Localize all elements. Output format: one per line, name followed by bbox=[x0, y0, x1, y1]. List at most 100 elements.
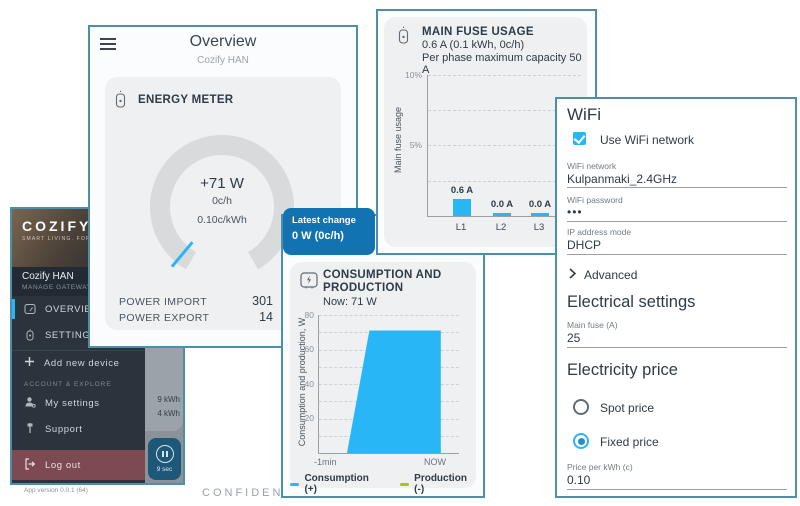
x-axis-end-label: NOW bbox=[424, 457, 446, 467]
field-underline bbox=[567, 347, 787, 348]
spot-price-radio[interactable] bbox=[573, 399, 589, 415]
latest-change-badge: Latest change 0 W (0c/h) bbox=[283, 208, 375, 255]
bar-value-label: 0.0 A bbox=[528, 199, 552, 210]
y-tick: 5% bbox=[409, 140, 422, 150]
y-tick: 20 bbox=[304, 413, 314, 423]
badge-title: Latest change bbox=[292, 215, 356, 226]
main-fuse-card: MAIN FUSE USAGE 0.6 A (0.1 kWh, 0c/h) Pe… bbox=[384, 17, 587, 247]
power-import-value: 301 bbox=[252, 294, 273, 308]
x-axis-start-label: -1min bbox=[314, 457, 337, 467]
sidebar-item-settings[interactable]: SETTINGS bbox=[12, 322, 145, 348]
field-underline bbox=[567, 187, 787, 188]
dimmed-kwh-row: 9 kWh bbox=[157, 395, 180, 404]
dimmed-kwh-row: 4 kWh bbox=[157, 409, 180, 418]
sidebar-item-label: Log out bbox=[45, 459, 81, 471]
legend-label: Production (-) bbox=[414, 473, 467, 495]
category-label: L2 bbox=[495, 222, 507, 233]
page-subtitle: Cozify HAN bbox=[197, 55, 249, 66]
pause-icon bbox=[155, 445, 174, 463]
sidebar-item-logout[interactable]: Log out bbox=[12, 450, 145, 480]
bar-value-label: 0.6 A bbox=[450, 185, 474, 197]
support-icon bbox=[24, 422, 36, 437]
wifi-password-field[interactable]: ••• bbox=[567, 205, 583, 219]
sidebar-item-label: OVERVIEW bbox=[45, 303, 101, 315]
wifi-network-field[interactable]: Kulpanmaki_2.4GHz bbox=[567, 172, 678, 186]
bar-L1 bbox=[453, 199, 471, 216]
gauge-readout: +71 W 0c/h 0.10c/kWh bbox=[157, 175, 287, 226]
person-icon bbox=[24, 396, 36, 411]
use-wifi-label: Use WiFi network bbox=[600, 133, 695, 147]
field-underline bbox=[567, 221, 787, 222]
sidebar-item-label: My settings bbox=[45, 397, 100, 409]
wifi-title: WiFi bbox=[567, 105, 601, 124]
card-title: ENERGY METER bbox=[138, 94, 234, 106]
category-label: L1 bbox=[455, 222, 467, 233]
ip-mode-field[interactable]: DHCP bbox=[567, 238, 602, 252]
y-tick: 60 bbox=[304, 344, 314, 354]
production-swatch bbox=[399, 482, 410, 486]
active-accent-bar bbox=[12, 299, 15, 319]
wifi-settings-panel: WiFi Use WiFi network WiFi network Kulpa… bbox=[555, 97, 797, 498]
main-fuse-field-label: Main fuse (A) bbox=[567, 320, 618, 330]
advanced-label: Advanced bbox=[584, 268, 638, 282]
chart-now-value: Now: 71 W bbox=[323, 296, 377, 308]
sidebar-item-support[interactable]: Support bbox=[12, 416, 145, 442]
price-per-kwh-field[interactable]: 0.10 bbox=[567, 473, 591, 487]
ip-mode-label: IP address mode bbox=[567, 227, 632, 237]
consumption-swatch bbox=[290, 482, 300, 486]
logo-title: COZIFY bbox=[22, 218, 92, 234]
sidebar-item-overview[interactable]: OVERVIEW bbox=[12, 296, 145, 322]
field-underline bbox=[567, 254, 787, 255]
power-export-value: 14 bbox=[259, 310, 273, 324]
lightning-icon bbox=[300, 272, 318, 290]
sidebar-item-label: Add new device bbox=[44, 357, 120, 369]
hamburger-menu-icon[interactable] bbox=[100, 38, 116, 53]
gauge-power-value: +71 W bbox=[200, 175, 244, 192]
bar-L3 bbox=[531, 213, 549, 216]
sidebar-item-add-device[interactable]: Add new device bbox=[12, 353, 145, 373]
consumption-production-panel: CONSUMPTION AND PRODUCTION Now: 71 W Con… bbox=[281, 214, 485, 498]
legend-production: Production (-) bbox=[399, 473, 476, 495]
price-per-kwh-label: Price per kWh (c) bbox=[567, 462, 633, 472]
pause-countdown: 9 sec bbox=[156, 466, 173, 473]
fuse-current-value: 0.6 A (0.1 kWh, 0c/h) bbox=[422, 39, 525, 51]
fuse-meter-icon bbox=[396, 26, 411, 46]
y-tick: 80 bbox=[304, 310, 314, 320]
gauge-price-value: 0.10c/kWh bbox=[197, 214, 247, 226]
fixed-price-label: Fixed price bbox=[600, 435, 659, 449]
plus-icon bbox=[24, 356, 35, 370]
consumption-card: CONSUMPTION AND PRODUCTION Now: 71 W Con… bbox=[290, 262, 476, 495]
fuse-capacity-note: Per phase maximum capacity 50 A bbox=[422, 52, 582, 76]
gateway-subtitle: MANAGE GATEWAY bbox=[22, 284, 92, 291]
wifi-network-label: WiFi network bbox=[567, 161, 617, 171]
pause-button[interactable]: 9 sec bbox=[148, 438, 181, 480]
legend-label: Consumption (+) bbox=[304, 473, 369, 495]
menu-divider bbox=[12, 350, 145, 351]
wifi-password-label: WiFi password bbox=[567, 195, 623, 205]
account-explore-section-label: ACCOUNT & EXPLORE bbox=[24, 381, 112, 388]
energy-meter-icon bbox=[113, 90, 128, 110]
main-fuse-field[interactable]: 25 bbox=[567, 331, 581, 345]
logout-icon bbox=[24, 457, 36, 473]
electricity-price-heading: Electricity price bbox=[567, 361, 678, 379]
logo-tagline: SMART LIVING. FOR LIFE. bbox=[22, 236, 112, 242]
chart-title: CONSUMPTION AND PRODUCTION bbox=[323, 269, 442, 294]
fixed-price-radio[interactable] bbox=[573, 433, 589, 449]
field-underline bbox=[567, 489, 787, 490]
power-export-label: POWER EXPORT bbox=[119, 312, 210, 324]
y-tick: 10% bbox=[404, 70, 422, 80]
fuse-plot-area: 0.6 A 0.0 A 0.0 A bbox=[427, 75, 581, 217]
advanced-toggle[interactable]: Advanced bbox=[569, 266, 637, 284]
sidebar-item-my-settings[interactable]: My settings bbox=[12, 390, 145, 416]
consumption-plot-area bbox=[318, 315, 459, 454]
bar-L2 bbox=[493, 213, 511, 216]
category-label: L3 bbox=[533, 222, 545, 233]
settings-icon bbox=[24, 329, 36, 341]
gateway-name: Cozify HAN bbox=[22, 271, 74, 282]
chevron-right-icon bbox=[569, 266, 577, 284]
sidebar-item-label: SETTINGS bbox=[45, 329, 98, 341]
use-wifi-checkbox[interactable] bbox=[573, 131, 586, 145]
legend-consumption: Consumption (+) bbox=[290, 473, 380, 495]
power-import-label: POWER IMPORT bbox=[119, 296, 208, 308]
